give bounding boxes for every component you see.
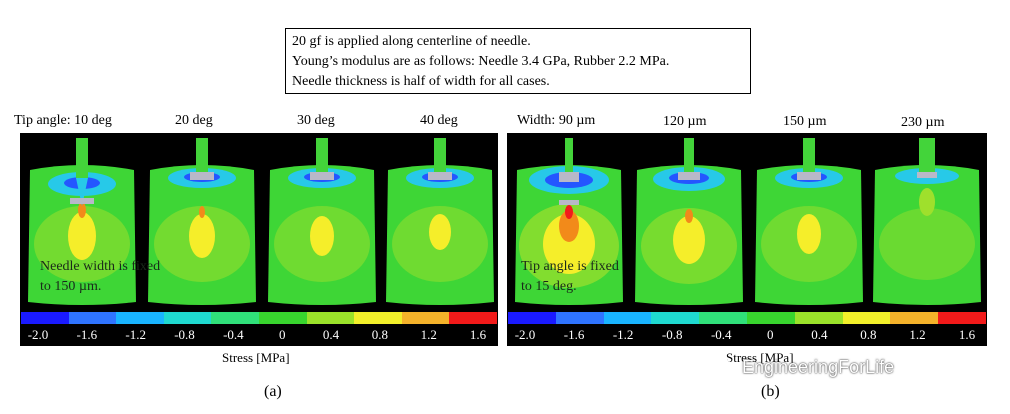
tick-a-6: 0.4 — [322, 327, 340, 342]
stress-map-a-10deg — [28, 138, 136, 305]
colorbar-a-seg-5 — [258, 312, 307, 324]
tick-a-7: 0.8 — [371, 327, 388, 342]
note-line-2: Young’s modulus are as follows: Needle 3… — [292, 54, 670, 69]
label-tip-angle-40: 40 deg — [420, 113, 458, 128]
tick-b-5: 0 — [767, 327, 774, 342]
tick-b-9: 1.6 — [958, 327, 976, 342]
fem-cell-a-30deg — [266, 136, 378, 306]
label-tip-angle-20: 20 deg — [175, 113, 213, 128]
colorbar-a-seg-7 — [354, 312, 402, 324]
label-tip-angle-10: Tip angle: 10 deg — [14, 113, 112, 128]
label-width-150: 150 µm — [783, 114, 827, 129]
colorbar-b-seg-6 — [794, 312, 843, 324]
stress-map-a-20deg — [148, 138, 256, 305]
tick-b-0: -2.0 — [514, 327, 536, 342]
watermark-text: EngineeringForLife — [742, 356, 895, 377]
stress-axis-label-b: Stress [MPa] — [726, 350, 794, 365]
overlay-b-line-1: Tip angle is fixed — [521, 259, 619, 274]
stress-map-b-90um — [515, 138, 623, 305]
stress-map-b-120um — [635, 138, 743, 305]
colorbar-b-seg-3 — [651, 312, 700, 324]
colorbar-b-seg-4 — [699, 312, 747, 324]
tick-a-9: 1.6 — [469, 327, 487, 342]
colorbar-b-seg-5 — [746, 312, 795, 324]
colorbar-b-seg-0 — [508, 312, 556, 324]
wechat-icon — [707, 355, 735, 377]
fem-cell-b-90um — [513, 136, 625, 306]
overlay-b-line-2: to 15 deg. — [521, 279, 577, 294]
assumptions-box: 20 gf is applied along centerline of nee… — [285, 28, 751, 94]
colorbar-a-seg-2 — [116, 312, 164, 324]
tick-a-0: -2.0 — [27, 327, 49, 342]
fem-cell-a-10deg — [26, 136, 138, 306]
tick-a-3: -0.8 — [174, 327, 195, 342]
overlay-note-a: Needle width is fixed to 150 µm. — [40, 257, 160, 297]
watermark: EngineeringForLife — [706, 354, 894, 380]
colorbar-b-seg-9 — [938, 312, 986, 324]
colorbar-a-seg-3 — [163, 312, 212, 324]
stress-map-b-230um — [873, 138, 981, 305]
fem-cell-b-120um — [633, 136, 745, 306]
colorbar-a-seg-9 — [449, 312, 497, 324]
note-line-1: 20 gf is applied along centerline of nee… — [292, 34, 531, 49]
colorbar-b-seg-7 — [842, 312, 891, 324]
tick-b-1: -1.6 — [563, 327, 585, 342]
tick-a-4: -0.4 — [223, 327, 244, 342]
fem-cell-b-150um — [753, 136, 865, 306]
stress-map-a-30deg — [268, 138, 376, 305]
overlay-a-line-2: to 150 µm. — [40, 279, 102, 294]
label-width-90: Width: 90 µm — [517, 113, 596, 128]
colorbar-b — [507, 311, 987, 325]
subfigure-label-a: (a) — [264, 383, 282, 400]
label-width-120: 120 µm — [663, 114, 707, 129]
colorbar-a-seg-0 — [21, 312, 69, 324]
tick-b-3: -0.8 — [661, 327, 683, 342]
label-tip-angle-30: 30 deg — [297, 113, 335, 128]
colorbar-a — [20, 311, 498, 325]
fem-cell-a-20deg — [146, 136, 258, 306]
colorbar-a-seg-8 — [401, 312, 450, 324]
tick-a-5: 0 — [278, 327, 286, 342]
label-width-230: 230 µm — [901, 115, 945, 130]
stress-map-a-40deg — [386, 138, 494, 305]
tick-a-8: 1.2 — [420, 327, 437, 342]
colorbar-a-seg-1 — [68, 312, 117, 324]
stress-map-b-150um — [755, 138, 863, 305]
colorbar-b-seg-8 — [890, 312, 939, 324]
panel-a: Needle width is fixed to 150 µm. -2.0 -1… — [20, 133, 498, 346]
colorbar-b-seg-2 — [603, 312, 652, 324]
fem-cell-b-230um — [871, 136, 983, 306]
tick-b-6: 0.4 — [811, 327, 828, 342]
tick-b-8: 1.2 — [909, 327, 926, 342]
colorbar-b-ticks: -2.0 -1.6 -1.2 -0.8 -0.4 0 0.4 0.8 1.2 1… — [515, 327, 975, 343]
note-line-3: Needle thickness is half of width for al… — [292, 74, 550, 89]
colorbar-a-seg-6 — [306, 312, 355, 324]
overlay-note-b: Tip angle is fixed to 15 deg. — [521, 257, 619, 297]
tick-b-7: 0.8 — [860, 327, 877, 342]
panel-b: Tip angle is fixed to 15 deg. -2.0 -1.6 … — [507, 133, 987, 346]
tick-a-2: -1.2 — [125, 327, 146, 342]
tick-b-2: -1.2 — [612, 327, 634, 342]
colorbar-a-seg-4 — [211, 312, 259, 324]
stress-axis-label-a: Stress [MPa] — [222, 350, 290, 365]
tick-b-4: -0.4 — [710, 327, 732, 342]
overlay-a-line-1: Needle width is fixed — [40, 259, 161, 274]
tick-a-1: -1.6 — [76, 327, 98, 342]
subfigure-label-b: (b) — [761, 383, 780, 400]
fem-cell-a-40deg — [384, 136, 496, 306]
colorbar-a-ticks: -2.0 -1.6 -1.2 -0.8 -0.4 0 0.4 0.8 1.2 1… — [28, 327, 486, 343]
colorbar-b-seg-1 — [555, 312, 604, 324]
